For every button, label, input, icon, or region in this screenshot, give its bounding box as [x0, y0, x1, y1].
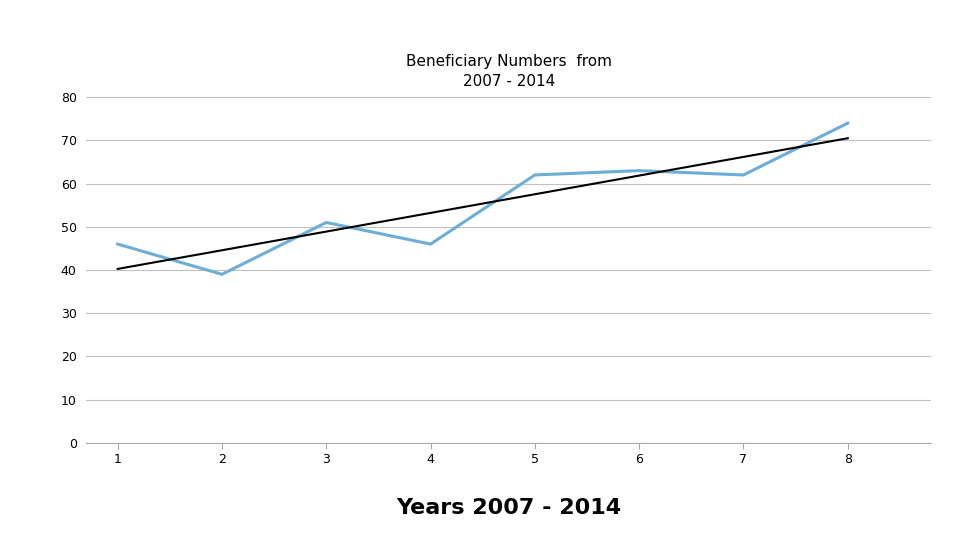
Text: Beneficiary Numbers  from
2007 - 2014: Beneficiary Numbers from 2007 - 2014 [406, 54, 612, 89]
Text: Years 2007 - 2014: Years 2007 - 2014 [396, 498, 621, 518]
